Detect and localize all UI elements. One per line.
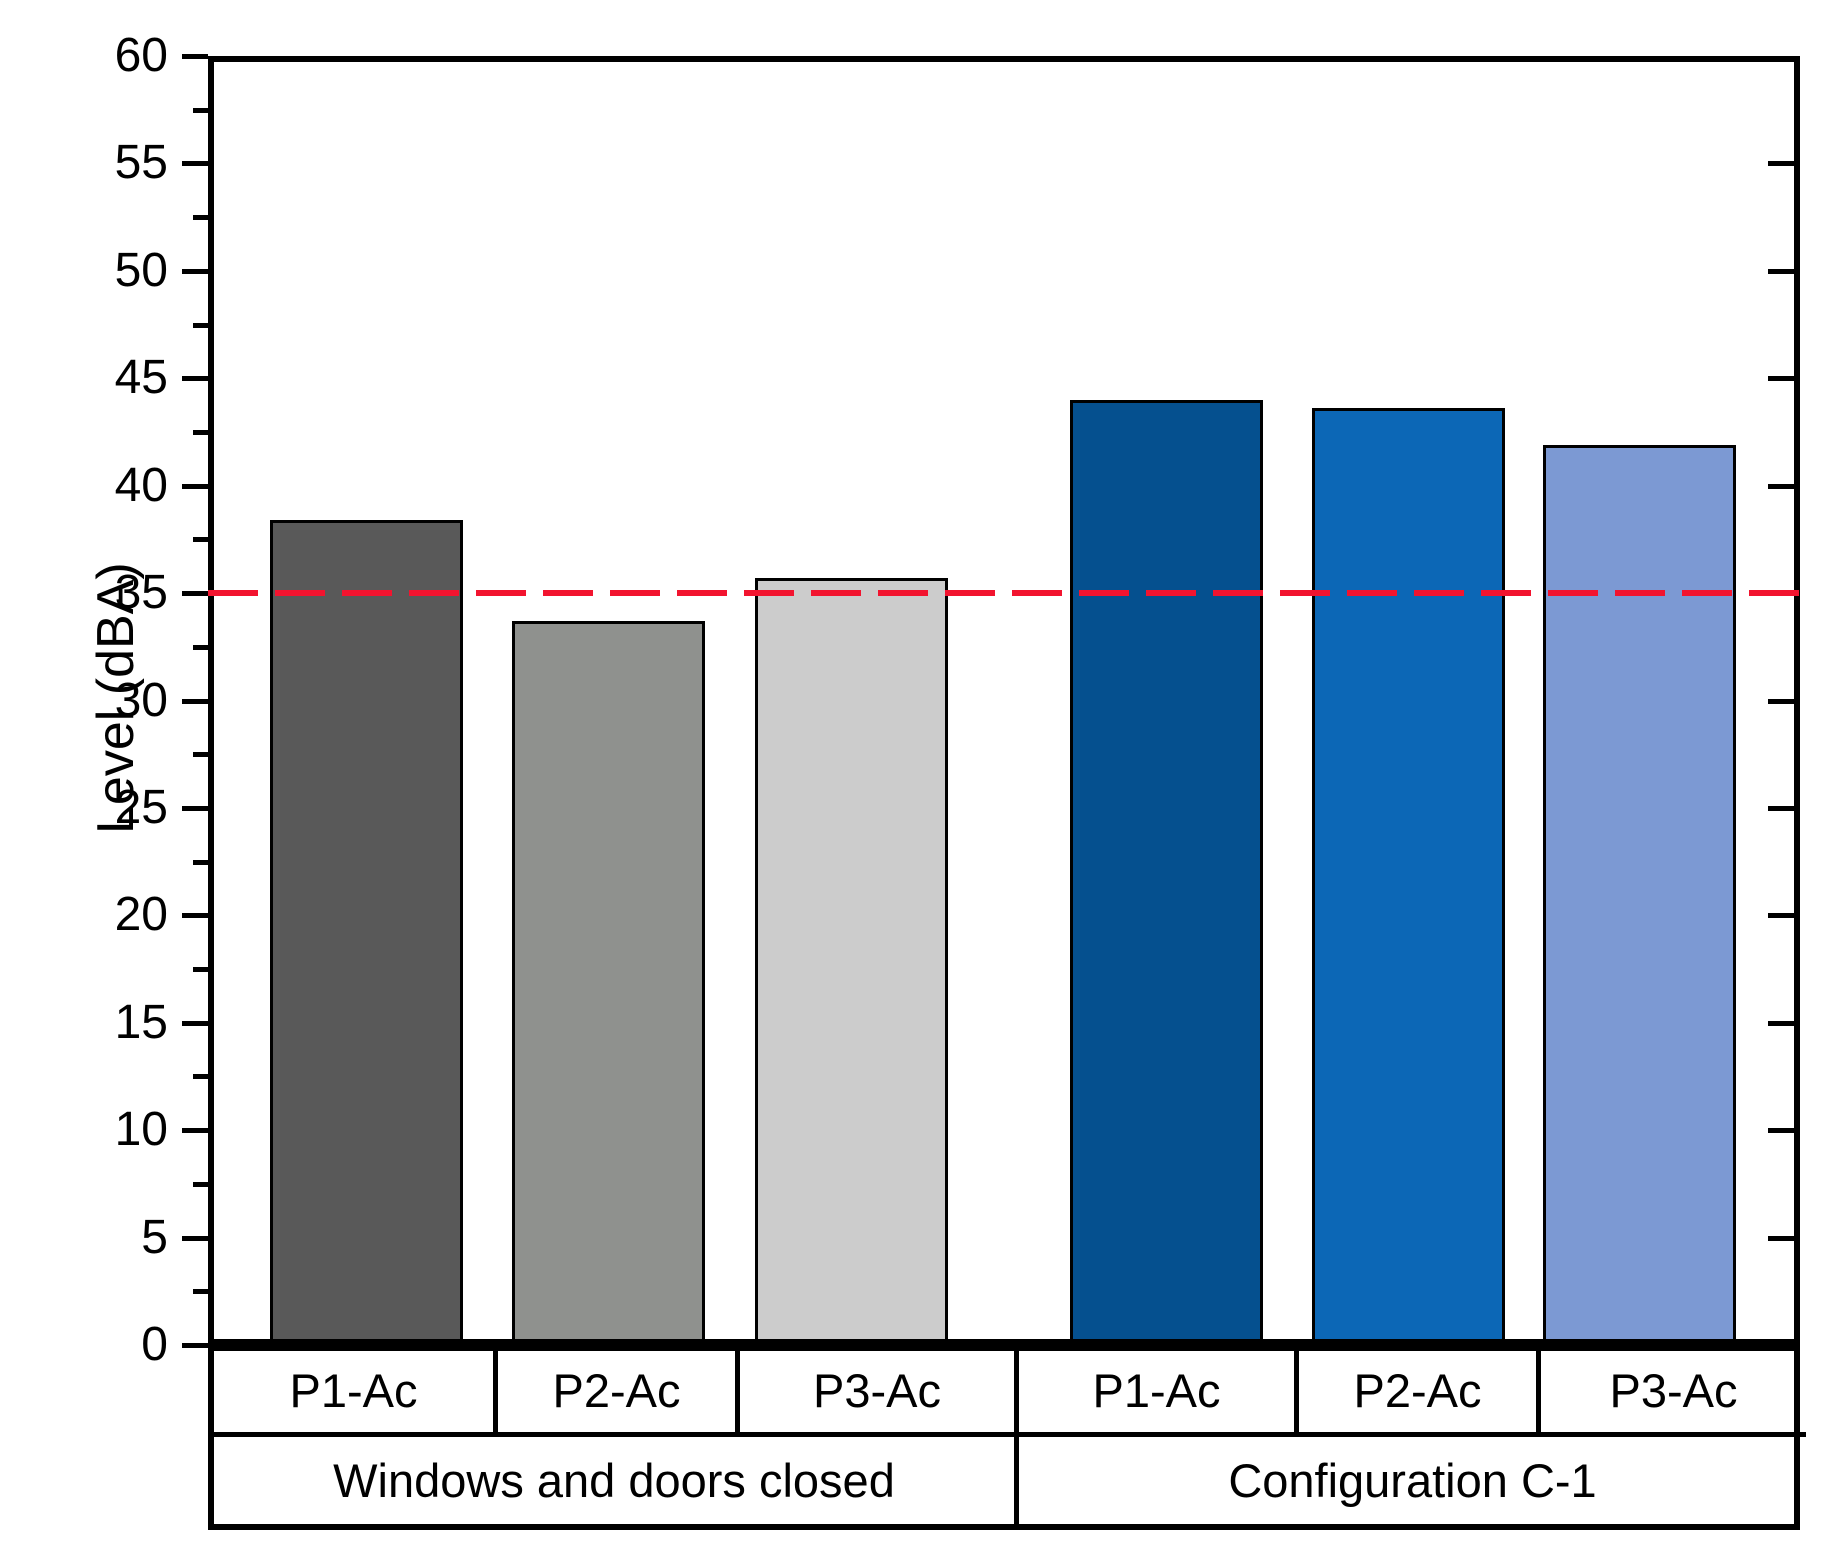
y-major-tick (182, 913, 208, 918)
y-axis: 0 5 10 15 20 25 30 35 40 45 50 55 60 (0, 32, 208, 1369)
group-cell: Configuration C-1 (1014, 1437, 1806, 1524)
y-major-tick (182, 1021, 208, 1026)
bar-p1-ac (1070, 400, 1263, 1345)
right-tick (1768, 913, 1794, 918)
y-tick-label: 60 (114, 29, 168, 82)
y-tick-label: 10 (114, 1103, 168, 1156)
y-tick-label: 55 (114, 136, 168, 189)
y-major-tick (182, 1236, 208, 1241)
y-tick-label: 50 (114, 244, 168, 297)
y-major-tick (182, 1128, 208, 1133)
bar-p2-ac (512, 621, 705, 1345)
category-cell: P2-Ac (493, 1351, 735, 1437)
right-tick (1768, 376, 1794, 381)
right-tick (1768, 1236, 1794, 1241)
y-tick-label: 15 (114, 996, 168, 1049)
plot-area (208, 56, 1800, 1345)
right-tick (1768, 806, 1794, 811)
y-minor-tick (193, 967, 208, 972)
y-tick-label: 25 (114, 781, 168, 834)
bar-p3-ac (755, 578, 948, 1345)
y-minor-tick (193, 1074, 208, 1079)
x-axis-table: P1-Ac P2-Ac P3-Ac P1-Ac P2-Ac P3-Ac Windows an… (208, 1345, 1806, 1530)
right-tick (1768, 269, 1794, 274)
reference-line (208, 590, 1800, 596)
category-cell: P2-Ac (1294, 1351, 1536, 1437)
y-major-tick (182, 54, 208, 59)
category-cell: P3-Ac (735, 1351, 1014, 1437)
y-minor-tick (193, 323, 208, 328)
bar-p2-ac (1312, 408, 1505, 1345)
y-tick-label: 45 (114, 351, 168, 404)
y-minor-tick (193, 1289, 208, 1294)
y-major-tick (182, 1343, 208, 1348)
y-major-tick (182, 591, 208, 596)
category-cell: P1-Ac (214, 1351, 493, 1437)
y-minor-tick (193, 430, 208, 435)
category-cell: P1-Ac (1014, 1351, 1294, 1437)
y-major-tick (182, 376, 208, 381)
right-tick (1768, 161, 1794, 166)
y-tick-label: 30 (114, 674, 168, 727)
y-tick-label: 40 (114, 459, 168, 512)
y-major-tick (182, 161, 208, 166)
bar-p1-ac (270, 520, 463, 1345)
group-cell: Windows and doors closed (333, 1454, 895, 1507)
y-minor-tick (193, 108, 208, 113)
category-cell: P3-Ac (1536, 1351, 1806, 1437)
y-minor-tick (193, 752, 208, 757)
y-major-tick (182, 806, 208, 811)
y-minor-tick (193, 1182, 208, 1187)
y-tick-label: 0 (141, 1318, 168, 1371)
right-tick (1768, 1128, 1794, 1133)
bar-p3-ac (1543, 445, 1736, 1345)
y-minor-tick (193, 860, 208, 865)
y-major-tick (182, 699, 208, 704)
right-tick (1768, 484, 1794, 489)
y-minor-tick (193, 537, 208, 542)
y-minor-tick (193, 215, 208, 220)
y-major-tick (182, 269, 208, 274)
right-tick (1768, 699, 1794, 704)
y-tick-label: 5 (141, 1211, 168, 1264)
right-tick (1768, 1021, 1794, 1026)
y-tick-label: 35 (114, 566, 168, 619)
y-major-tick (182, 484, 208, 489)
y-minor-tick (193, 645, 208, 650)
y-tick-label: 20 (114, 888, 168, 941)
